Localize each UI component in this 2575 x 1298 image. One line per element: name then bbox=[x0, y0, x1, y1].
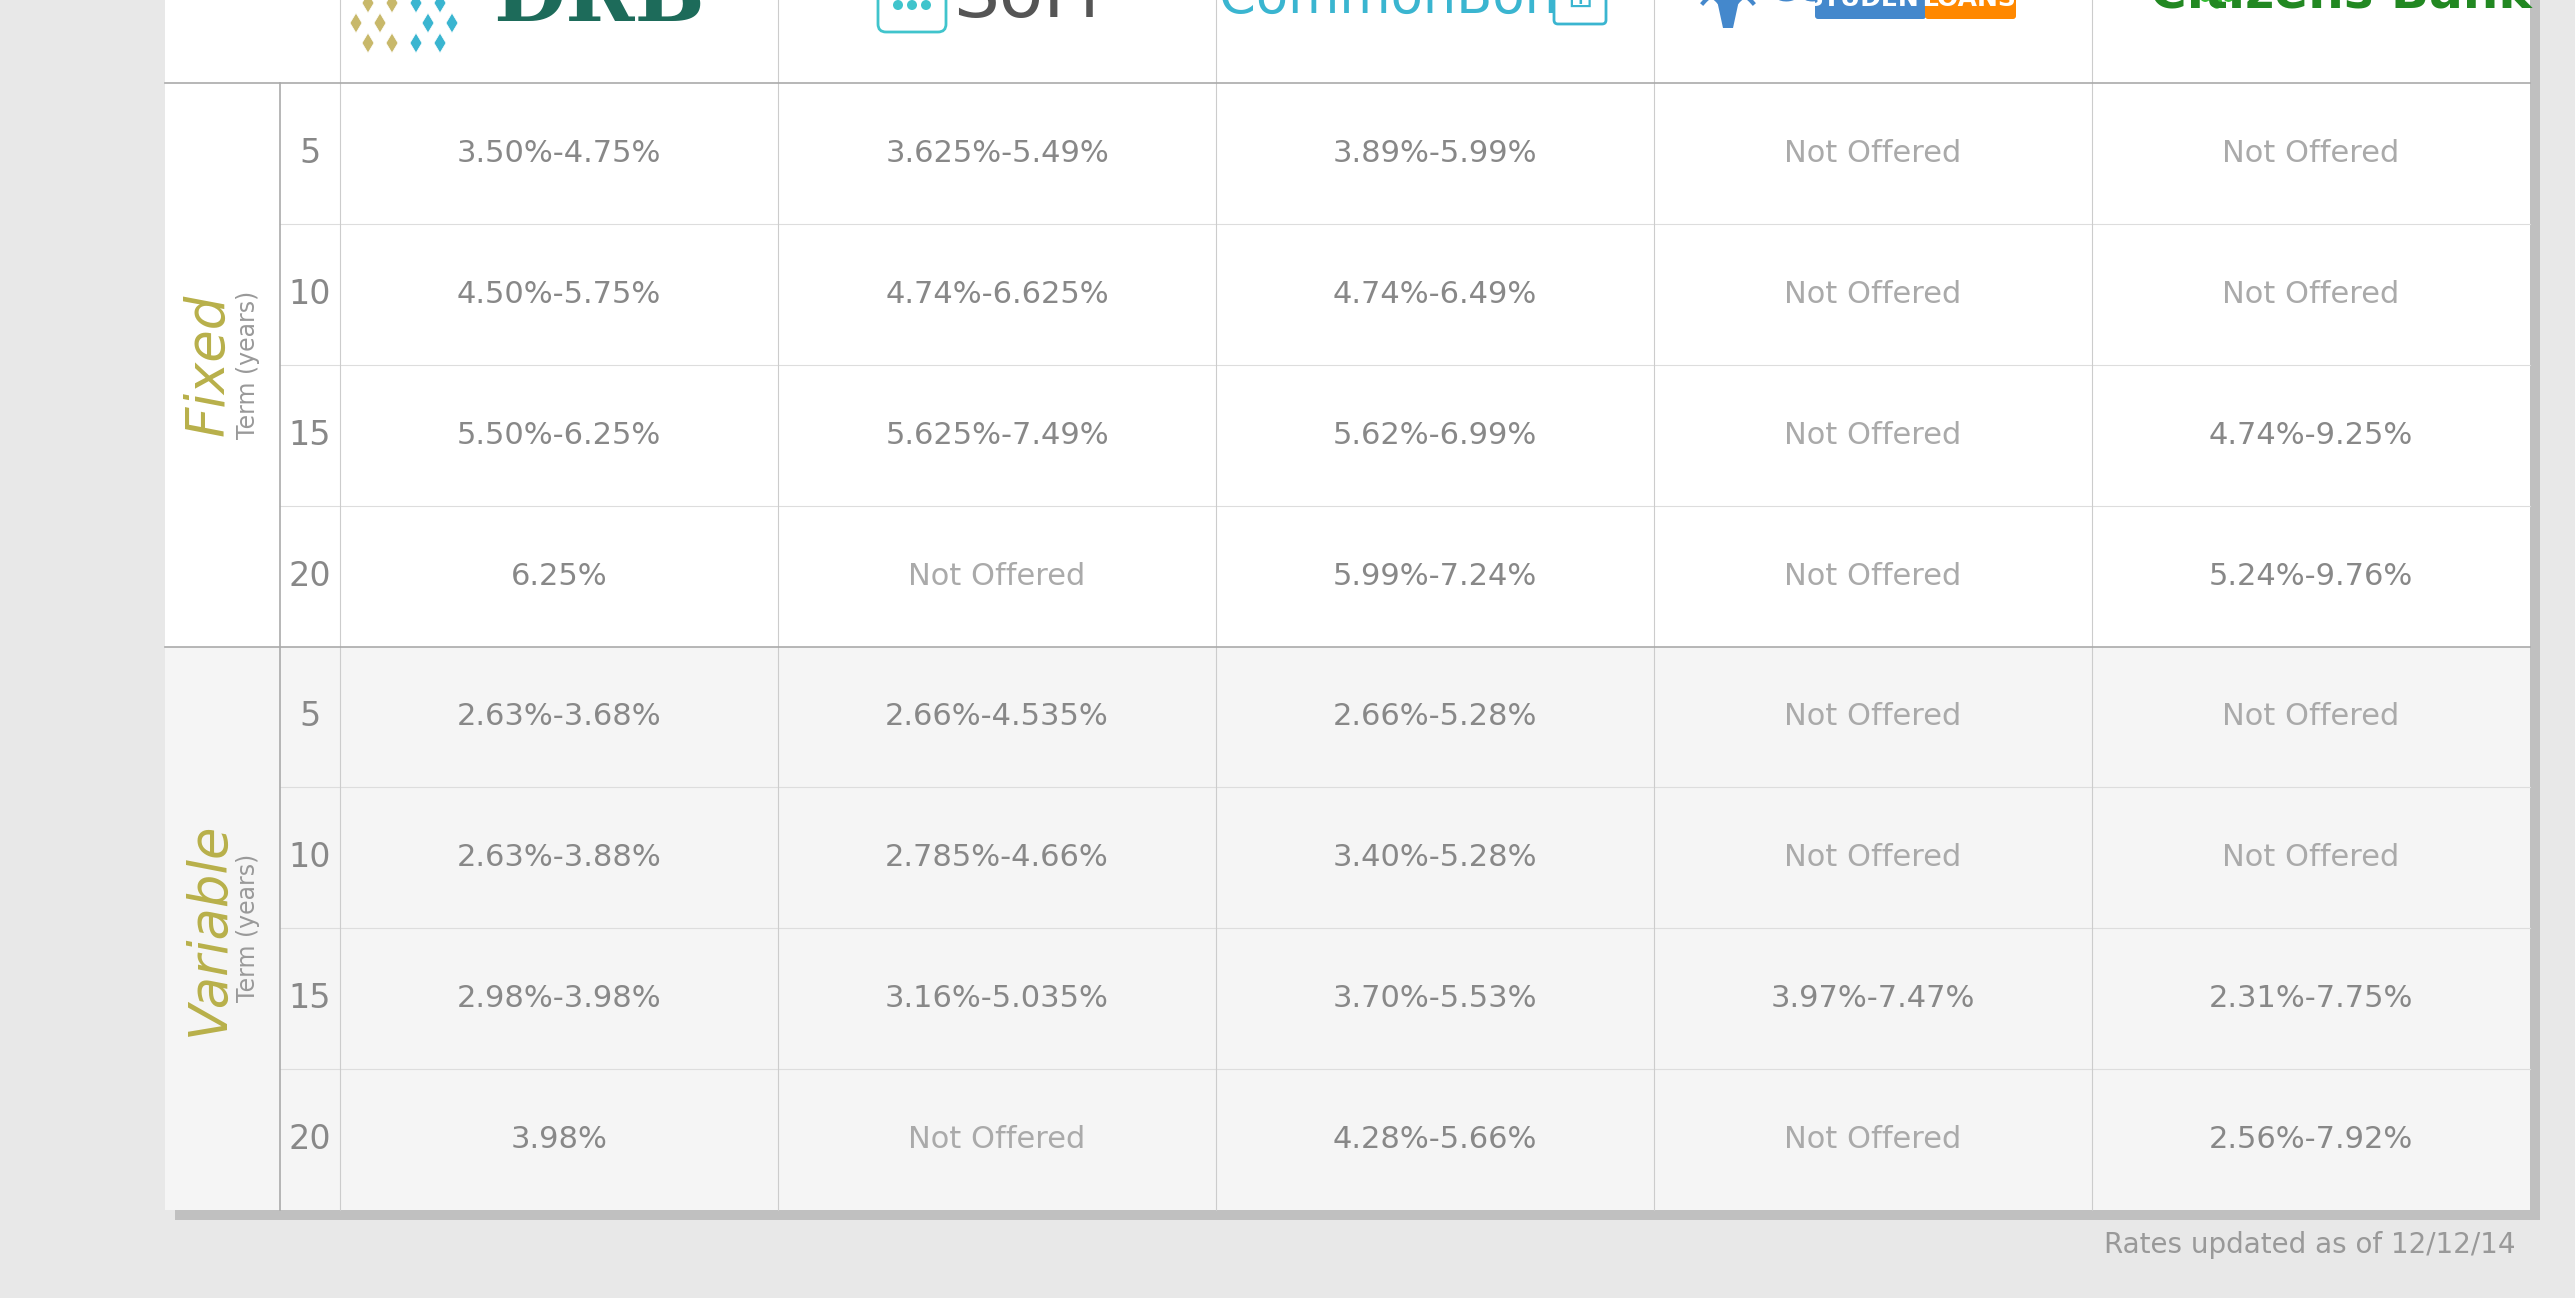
Text: 2.98%-3.98%: 2.98%-3.98% bbox=[456, 984, 662, 1014]
FancyBboxPatch shape bbox=[1926, 0, 2016, 19]
Polygon shape bbox=[373, 13, 386, 32]
Text: Not Offered: Not Offered bbox=[2222, 702, 2400, 732]
Polygon shape bbox=[445, 13, 458, 32]
Text: Not Offered: Not Offered bbox=[1784, 562, 1962, 591]
Text: 2.66%-5.28%: 2.66%-5.28% bbox=[1334, 702, 1537, 732]
Text: Variable: Variable bbox=[183, 822, 234, 1036]
Text: 5: 5 bbox=[299, 136, 322, 170]
Polygon shape bbox=[409, 32, 422, 53]
Bar bbox=[165, 646, 2531, 788]
Polygon shape bbox=[435, 0, 445, 13]
Text: 3.97%-7.47%: 3.97%-7.47% bbox=[1772, 984, 1975, 1014]
Bar bbox=[165, 788, 2531, 928]
Text: 3.50%-4.75%: 3.50%-4.75% bbox=[456, 139, 662, 167]
Polygon shape bbox=[399, 13, 409, 32]
Text: Not Offered: Not Offered bbox=[2222, 280, 2400, 309]
FancyBboxPatch shape bbox=[1815, 0, 1926, 19]
FancyBboxPatch shape bbox=[1553, 0, 1607, 23]
Text: 4.50%-5.75%: 4.50%-5.75% bbox=[456, 280, 662, 309]
Polygon shape bbox=[422, 13, 435, 32]
Polygon shape bbox=[363, 0, 373, 13]
FancyBboxPatch shape bbox=[878, 0, 945, 32]
FancyBboxPatch shape bbox=[165, 0, 2531, 1210]
Text: ✾: ✾ bbox=[2194, 0, 2238, 17]
Text: STUDENT: STUDENT bbox=[1805, 0, 1936, 10]
Text: 15: 15 bbox=[288, 419, 332, 452]
Text: 2.66%-4.535%: 2.66%-4.535% bbox=[886, 702, 1110, 732]
Polygon shape bbox=[409, 0, 422, 13]
Text: 3.98%: 3.98% bbox=[510, 1125, 608, 1154]
Bar bbox=[165, 365, 2531, 506]
Text: CU: CU bbox=[1769, 0, 1828, 9]
Text: 5.625%-7.49%: 5.625%-7.49% bbox=[886, 421, 1110, 449]
Text: 4.74%-6.625%: 4.74%-6.625% bbox=[886, 280, 1110, 309]
Text: Not Offered: Not Offered bbox=[2222, 844, 2400, 872]
Text: 10: 10 bbox=[288, 841, 332, 875]
Polygon shape bbox=[350, 13, 363, 32]
Text: 2.63%-3.88%: 2.63%-3.88% bbox=[456, 844, 662, 872]
Text: CommonBond: CommonBond bbox=[1218, 0, 1591, 23]
Bar bbox=[165, 1070, 2531, 1210]
Text: 4.28%-5.66%: 4.28%-5.66% bbox=[1334, 1125, 1537, 1154]
Text: LOANS: LOANS bbox=[1924, 0, 2016, 10]
Text: SoFi: SoFi bbox=[953, 0, 1100, 32]
Text: 3.625%-5.49%: 3.625%-5.49% bbox=[886, 139, 1110, 167]
Text: DRB: DRB bbox=[492, 0, 706, 38]
Text: 3.16%-5.035%: 3.16%-5.035% bbox=[886, 984, 1110, 1014]
Text: Not Offered: Not Offered bbox=[909, 1125, 1087, 1154]
Text: Not Offered: Not Offered bbox=[1784, 421, 1962, 449]
Text: Citizens Bank: Citizens Bank bbox=[2150, 0, 2531, 17]
Bar bbox=[165, 83, 2531, 223]
Text: 10: 10 bbox=[288, 278, 332, 310]
Text: 2.63%-3.68%: 2.63%-3.68% bbox=[456, 702, 662, 732]
Text: Not Offered: Not Offered bbox=[1784, 280, 1962, 309]
Text: Not Offered: Not Offered bbox=[1784, 139, 1962, 167]
Text: Not Offered: Not Offered bbox=[909, 562, 1087, 591]
Text: ⊞: ⊞ bbox=[1568, 0, 1594, 13]
Text: Term (years): Term (years) bbox=[237, 291, 260, 439]
Polygon shape bbox=[1710, 0, 1746, 29]
Text: 3.70%-5.53%: 3.70%-5.53% bbox=[1334, 984, 1537, 1014]
Polygon shape bbox=[435, 32, 445, 53]
Bar bbox=[165, 506, 2531, 646]
Text: 2.31%-7.75%: 2.31%-7.75% bbox=[2209, 984, 2413, 1014]
Text: Not Offered: Not Offered bbox=[2222, 139, 2400, 167]
Circle shape bbox=[922, 0, 932, 10]
Circle shape bbox=[894, 0, 904, 10]
Bar bbox=[165, 223, 2531, 365]
Text: 6.25%: 6.25% bbox=[510, 562, 608, 591]
Text: 5.62%-6.99%: 5.62%-6.99% bbox=[1334, 421, 1537, 449]
Polygon shape bbox=[386, 0, 399, 13]
Text: Not Offered: Not Offered bbox=[1784, 844, 1962, 872]
Text: 3.40%-5.28%: 3.40%-5.28% bbox=[1334, 844, 1537, 872]
Polygon shape bbox=[386, 32, 399, 53]
Polygon shape bbox=[363, 32, 373, 53]
Text: Term (years): Term (years) bbox=[237, 854, 260, 1002]
Text: 15: 15 bbox=[288, 983, 332, 1015]
Text: 4.74%-6.49%: 4.74%-6.49% bbox=[1334, 280, 1537, 309]
Text: 2.785%-4.66%: 2.785%-4.66% bbox=[886, 844, 1110, 872]
Text: 5.99%-7.24%: 5.99%-7.24% bbox=[1334, 562, 1537, 591]
Text: 2.56%-7.92%: 2.56%-7.92% bbox=[2209, 1125, 2413, 1154]
Text: 20: 20 bbox=[288, 559, 332, 593]
Text: Not Offered: Not Offered bbox=[1784, 1125, 1962, 1154]
FancyBboxPatch shape bbox=[175, 0, 2539, 1220]
Text: Not Offered: Not Offered bbox=[1784, 702, 1962, 732]
Text: 20: 20 bbox=[288, 1123, 332, 1157]
Text: 5: 5 bbox=[299, 701, 322, 733]
Circle shape bbox=[906, 0, 917, 10]
Text: 4.74%-9.25%: 4.74%-9.25% bbox=[2209, 421, 2413, 449]
Text: 5.50%-6.25%: 5.50%-6.25% bbox=[456, 421, 662, 449]
Text: Rates updated as of 12/12/14: Rates updated as of 12/12/14 bbox=[2104, 1231, 2516, 1259]
Text: 5.24%-9.76%: 5.24%-9.76% bbox=[2209, 562, 2413, 591]
Bar bbox=[165, 928, 2531, 1070]
Text: 3.89%-5.99%: 3.89%-5.99% bbox=[1334, 139, 1537, 167]
Text: Fixed: Fixed bbox=[183, 293, 234, 436]
